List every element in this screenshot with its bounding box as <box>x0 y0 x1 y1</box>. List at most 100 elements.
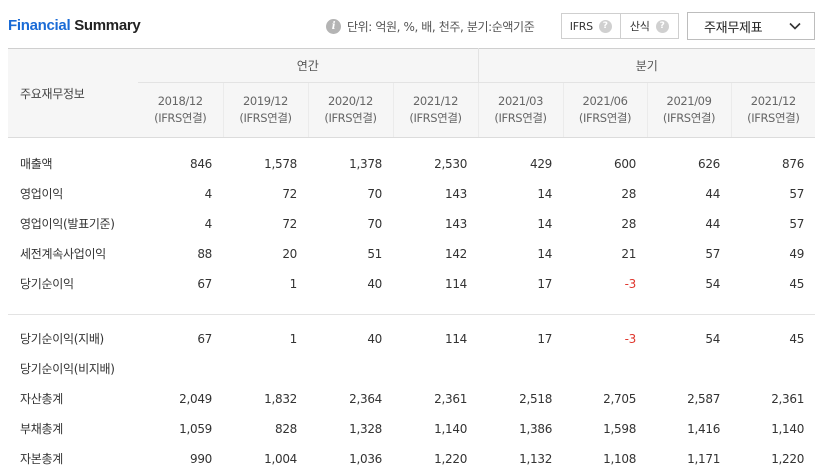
value-cell: 990 <box>189 451 212 466</box>
value-cell: 143 <box>445 216 468 231</box>
value-cell <box>138 354 223 384</box>
value-cell: 57 <box>705 246 721 261</box>
statement-select-value: 주재무제표 <box>704 20 763 36</box>
title-financial: Financial <box>8 17 71 34</box>
unit-info: i 단위: 억원, %, 배, 천주, 분기:순액기준 <box>326 17 535 35</box>
value-cell: 28 <box>621 186 637 201</box>
value-cell: 1,140 <box>771 421 805 436</box>
value-cell: 114 <box>445 331 468 346</box>
value-cell <box>393 354 478 384</box>
period-header: 2021/03 (IFRS연결) <box>477 82 564 138</box>
period-label: 2020/12 <box>328 94 373 108</box>
value-cell: 17 <box>537 331 553 346</box>
value-cell: -3 <box>624 276 637 291</box>
value-cell: 1,220 <box>434 451 468 466</box>
value-cell: 1,578 <box>264 156 297 171</box>
value-cell: 17 <box>537 276 553 291</box>
table-row: 당기순이익(비지배) <box>8 354 815 384</box>
value-cell: 72 <box>282 216 297 231</box>
value-cell: 876 <box>782 156 805 171</box>
value-cell: 600 <box>614 156 637 171</box>
value-cell <box>731 354 815 384</box>
row-label: 자본총계 <box>20 452 63 466</box>
title-summary: Summary <box>74 17 141 34</box>
value-cell <box>563 354 647 384</box>
value-cell: 1,416 <box>687 421 721 436</box>
value-cell: 70 <box>367 216 382 231</box>
value-cell: 1,386 <box>519 421 553 436</box>
value-cell: 14 <box>537 216 553 231</box>
value-cell: 45 <box>789 331 805 346</box>
value-cell: 2,361 <box>434 391 468 406</box>
basis-label: (IFRS연결) <box>578 111 632 125</box>
row-label: 당기순이익(지배) <box>20 332 104 346</box>
quarter-group-header: 분기 <box>478 48 816 83</box>
value-cell: 28 <box>621 216 637 231</box>
row-label: 세전계속사업이익 <box>20 247 106 261</box>
value-cell <box>223 354 308 384</box>
value-cell: 143 <box>445 186 468 201</box>
value-cell: 45 <box>789 276 805 291</box>
ifrs-option[interactable]: IFRS ? <box>562 14 620 38</box>
chevron-down-icon <box>789 22 801 30</box>
basis-label: (IFRS연결) <box>494 111 547 125</box>
table-row: 당기순이익(지배) 67 1 40 114 17 -3 54 45 <box>8 324 815 354</box>
formula-label: 산식 <box>629 20 650 33</box>
row-label: 당기순이익(비지배) <box>20 362 115 376</box>
value-cell: 1,140 <box>434 421 468 436</box>
formula-help-icon[interactable]: ? <box>655 19 669 33</box>
value-cell: 67 <box>197 276 212 291</box>
value-cell: 1,059 <box>179 421 212 436</box>
value-cell <box>647 354 731 384</box>
period-header: 2018/12 (IFRS연결) <box>138 82 223 138</box>
period-header: 2021/12 (IFRS연결) <box>730 82 816 138</box>
value-cell: 4 <box>204 216 213 231</box>
basis-label: (IFRS연결) <box>154 111 207 125</box>
basis-label: (IFRS연결) <box>324 111 377 125</box>
row-label: 영업이익(발표기준) <box>20 217 115 231</box>
info-icon[interactable]: i <box>326 18 341 34</box>
period-label: 2021/06 <box>582 94 628 108</box>
value-cell: 44 <box>705 186 721 201</box>
ifrs-label: IFRS <box>569 19 593 33</box>
period-header: 2021/06 (IFRS연결) <box>562 82 648 138</box>
value-cell: 1 <box>289 331 298 346</box>
period-label: 2021/09 <box>666 94 712 108</box>
value-cell: 1,171 <box>687 451 721 466</box>
statement-select[interactable]: 주재무제표 <box>687 12 815 40</box>
table-row: 매출액 846 1,578 1,378 2,530 429 600 626 876 <box>8 149 815 179</box>
value-cell: 20 <box>282 246 297 261</box>
value-cell: 846 <box>189 156 212 171</box>
value-cell: 40 <box>367 276 382 291</box>
value-cell: 4 <box>204 186 213 201</box>
value-cell: 49 <box>789 246 805 261</box>
row-label: 매출액 <box>20 157 53 171</box>
value-cell: 44 <box>705 216 721 231</box>
value-cell: 2,518 <box>519 391 553 406</box>
value-cell: 88 <box>197 246 212 261</box>
row-label: 영업이익 <box>20 187 63 201</box>
value-cell: 72 <box>282 186 297 201</box>
value-cell: 40 <box>367 331 382 346</box>
value-cell: 14 <box>537 186 553 201</box>
value-cell: 67 <box>197 331 212 346</box>
row-label: 당기순이익 <box>20 277 74 291</box>
value-cell: 1,132 <box>519 451 553 466</box>
value-cell: 1,832 <box>264 391 297 406</box>
ifrs-help-icon[interactable]: ? <box>598 19 612 33</box>
value-cell: 14 <box>537 246 553 261</box>
value-cell: 2,530 <box>434 156 468 171</box>
section-title: Financial Summary <box>8 17 141 34</box>
value-cell: 57 <box>789 216 805 231</box>
formula-option[interactable]: 산식 ? <box>619 14 679 38</box>
basis-label: (IFRS연결) <box>662 111 716 125</box>
value-cell: 142 <box>445 246 468 261</box>
period-header: 2021/09 (IFRS연결) <box>646 82 732 138</box>
period-label: 2021/03 <box>498 94 544 108</box>
period-header: 2019/12 (IFRS연결) <box>222 82 308 138</box>
table-body: 매출액 846 1,578 1,378 2,530 429 600 626 876 영업이익 4 72… <box>8 138 816 471</box>
value-cell: 626 <box>698 156 721 171</box>
table-row: 자산총계 2,049 1,832 2,364 2,361 2,518 2,705 2,587 2… <box>8 384 815 414</box>
table-row: 자본총계 990 1,004 1,036 1,220 1,132 1,108 1,171 1,2… <box>8 444 815 471</box>
period-header-row: 2018/12 (IFRS연결) 2019/12 (IFRS연결) 2020/12 (IF… <box>8 82 816 138</box>
